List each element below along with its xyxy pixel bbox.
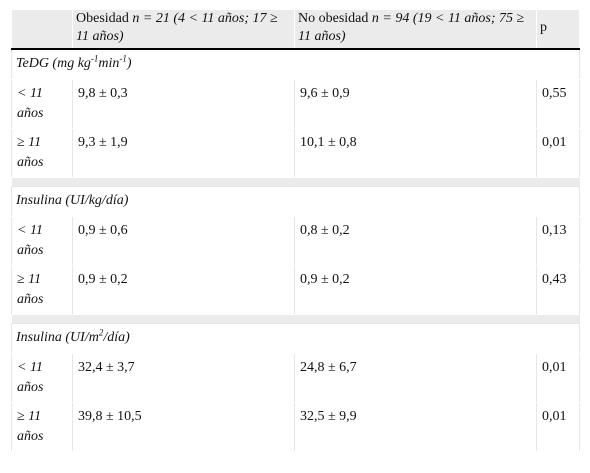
section-row-insulina-m2: Insulina (UI/m2/día) xyxy=(11,323,580,354)
cell-no-obesidad: 24,8 ± 6,7 xyxy=(294,353,537,403)
section-title-part: Insulina (UI/kg/día) xyxy=(16,193,129,208)
section-row-insulina-kg: Insulina (UI/kg/día) xyxy=(11,186,580,217)
cell-obesidad: 0,9 ± 0,2 xyxy=(72,265,295,315)
header-row: Obesidad n = 21 (4 < 11 años; 17 ≥ 11 añ… xyxy=(11,9,580,50)
row-group-label: < 11 años xyxy=(11,79,73,129)
section-title-part: /día) xyxy=(103,330,130,345)
cell-obesidad: 9,8 ± 0,3 xyxy=(72,79,295,129)
cell-p: 0,01 xyxy=(536,353,580,403)
spacer-cell xyxy=(11,314,580,324)
header-no-obesidad-label: No obesidad xyxy=(298,11,372,26)
section-title-part: TeDG (mg kg xyxy=(16,56,91,71)
section-title-part: Insulina (UI/m xyxy=(16,330,99,345)
row-group-label: ≥ 11 años xyxy=(11,402,73,452)
section-title-insulina-m2: Insulina (UI/m2/día) xyxy=(11,323,580,354)
section-title-insulina-kg: Insulina (UI/kg/día) xyxy=(11,186,580,217)
section-title-sup: 2 xyxy=(98,327,104,338)
cell-no-obesidad: 10,1 ± 0,8 xyxy=(294,128,537,178)
header-no-obesidad-n: n = 94 (19 < 11 años; 75 ≥ 11 años) xyxy=(298,11,525,44)
header-obesidad-n: n = 21 (4 < 11 años; 17 ≥ 11 años) xyxy=(76,11,278,44)
table-row: < 11 años 9,8 ± 0,3 9,6 ± 0,9 0,55 xyxy=(11,79,580,129)
section-spacer xyxy=(11,314,580,324)
header-group xyxy=(11,9,73,50)
cell-p: 0,13 xyxy=(536,216,580,266)
data-table: Obesidad n = 21 (4 < 11 años; 17 ≥ 11 añ… xyxy=(11,9,580,452)
table-row: ≥ 11 años 9,3 ± 1,9 10,1 ± 0,8 0,01 xyxy=(11,128,580,178)
spacer-cell xyxy=(11,177,580,187)
section-spacer xyxy=(11,177,580,187)
cell-p: 0,01 xyxy=(536,402,580,452)
header-no-obesidad: No obesidad n = 94 (19 < 11 años; 75 ≥ 1… xyxy=(294,9,537,50)
section-title-tedg: TeDG (mg kg-1min-1) xyxy=(11,48,580,80)
row-group-label: < 11 años xyxy=(11,216,73,266)
cell-no-obesidad: 0,9 ± 0,2 xyxy=(294,265,537,315)
cell-p: 0,43 xyxy=(536,265,580,315)
cell-obesidad: 0,9 ± 0,6 xyxy=(72,216,295,266)
cell-no-obesidad: 0,8 ± 0,2 xyxy=(294,216,537,266)
table-row: ≥ 11 años 39,8 ± 10,5 32,5 ± 9,9 0,01 xyxy=(11,402,580,452)
header-obesidad-label: Obesidad xyxy=(76,11,133,26)
cell-no-obesidad: 9,6 ± 0,9 xyxy=(294,79,537,129)
row-group-label: ≥ 11 años xyxy=(11,265,73,315)
header-p: p xyxy=(536,9,580,50)
cell-obesidad: 32,4 ± 3,7 xyxy=(72,353,295,403)
cell-p: 0,01 xyxy=(536,128,580,178)
row-group-label: < 11 años xyxy=(11,353,73,403)
cell-obesidad: 9,3 ± 1,9 xyxy=(72,128,295,178)
table-row: < 11 años 0,9 ± 0,6 0,8 ± 0,2 0,13 xyxy=(11,216,580,266)
section-title-sup: -1 xyxy=(119,53,127,64)
section-row-tedg: TeDG (mg kg-1min-1) xyxy=(11,48,580,80)
header-obesidad: Obesidad n = 21 (4 < 11 años; 17 ≥ 11 añ… xyxy=(72,9,295,50)
section-title-part: min xyxy=(98,56,120,71)
table-row: < 11 años 32,4 ± 3,7 24,8 ± 6,7 0,01 xyxy=(11,353,580,403)
table-row: ≥ 11 años 0,9 ± 0,2 0,9 ± 0,2 0,43 xyxy=(11,265,580,315)
cell-p: 0,55 xyxy=(536,79,580,129)
row-group-label: ≥ 11 años xyxy=(11,128,73,178)
cell-no-obesidad: 32,5 ± 9,9 xyxy=(294,402,537,452)
cell-obesidad: 39,8 ± 10,5 xyxy=(72,402,295,452)
section-title-sup: -1 xyxy=(90,53,99,64)
section-title-part: ) xyxy=(126,56,132,71)
